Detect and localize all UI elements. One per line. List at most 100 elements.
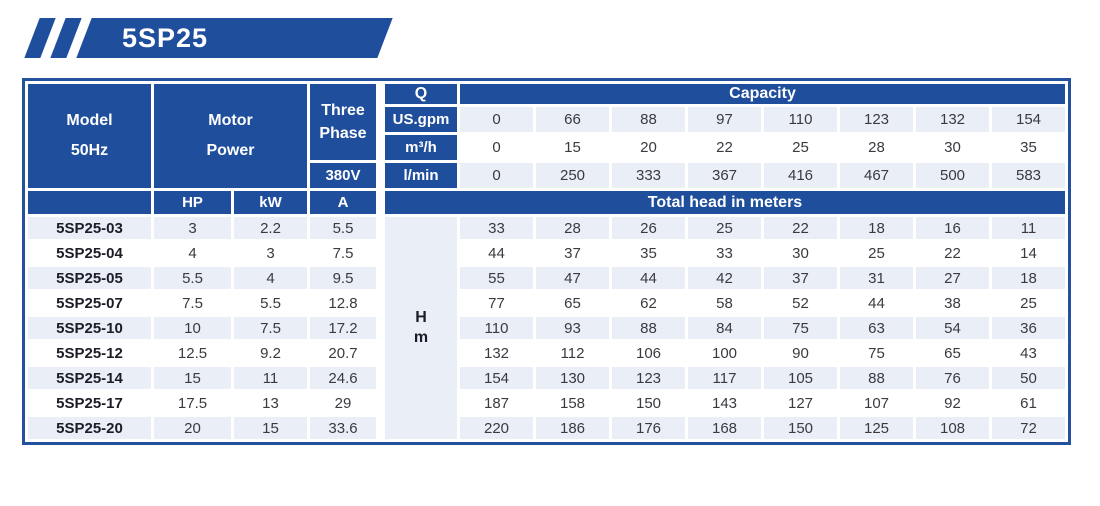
hp-cell: 12.5: [151, 339, 234, 367]
head-value-cell: 92: [913, 389, 992, 417]
unit-us-gpm: US.gpm: [376, 104, 460, 135]
model-cell: 5SP25-03: [25, 214, 154, 242]
kw-cell: 2.2: [231, 214, 310, 242]
header-amp: A: [307, 188, 382, 217]
model-cell: 5SP25-04: [25, 239, 154, 267]
table-row: 5SP25-17 17.5 13 29 187 158 150 143 127 107 92 61: [25, 389, 1068, 417]
header-model: Model 50Hz: [25, 81, 154, 191]
amp-cell: 20.7: [307, 339, 382, 367]
head-value-cell: 36: [989, 314, 1068, 342]
head-value-cell: 84: [685, 314, 764, 342]
head-value-cell: 100: [685, 339, 764, 367]
head-value-cell: 77: [457, 289, 536, 317]
head-value-cell: 127: [761, 389, 840, 417]
hp-cell: 7.5: [151, 289, 234, 317]
hp-cell: 5.5: [151, 264, 234, 292]
head-value-cell: 158: [533, 389, 612, 417]
amp-cell: 7.5: [307, 239, 382, 267]
capacity-value-cell: 154: [989, 104, 1068, 135]
kw-cell: 13: [231, 389, 310, 417]
head-value-cell: 186: [533, 414, 612, 442]
head-value-cell: 130: [533, 364, 612, 392]
head-value-cell: 123: [609, 364, 688, 392]
head-value-cell: 31: [837, 264, 916, 292]
head-value-cell: 88: [609, 314, 688, 342]
kw-cell: 15: [231, 414, 310, 442]
head-value-cell: 63: [837, 314, 916, 342]
kw-cell: 9.2: [231, 339, 310, 367]
head-value-cell: 176: [609, 414, 688, 442]
spec-table: Model 50Hz Motor Power Three Phase Q Cap…: [22, 78, 1071, 445]
head-value-cell: 11: [989, 214, 1068, 242]
head-value-cell: 220: [457, 414, 536, 442]
capacity-value-cell: 0: [457, 132, 536, 163]
model-cell: 5SP25-05: [25, 264, 154, 292]
hp-cell: 3: [151, 214, 234, 242]
subheader-empty: [25, 188, 154, 217]
unit-m3h: m³/h: [376, 132, 460, 163]
head-value-cell: 150: [761, 414, 840, 442]
head-value-cell: 38: [913, 289, 992, 317]
head-value-cell: 93: [533, 314, 612, 342]
capacity-value-cell: 367: [685, 160, 764, 191]
header-capacity: Capacity: [457, 81, 1068, 107]
head-value-cell: 52: [761, 289, 840, 317]
head-value-cell: 107: [837, 389, 916, 417]
head-value-cell: 88: [837, 364, 916, 392]
kw-cell: 5.5: [231, 289, 310, 317]
head-value-cell: 18: [837, 214, 916, 242]
kw-cell: 3: [231, 239, 310, 267]
page-title: 5SP25: [122, 23, 209, 53]
head-value-cell: 14: [989, 239, 1068, 267]
head-value-cell: 62: [609, 289, 688, 317]
head-value-cell: 143: [685, 389, 764, 417]
capacity-value-cell: 0: [457, 104, 536, 135]
head-value-cell: 90: [761, 339, 840, 367]
head-value-cell: 187: [457, 389, 536, 417]
kw-cell: 7.5: [231, 314, 310, 342]
head-value-cell: 58: [685, 289, 764, 317]
badge-stripe-icon: [50, 18, 82, 58]
amp-cell: 24.6: [307, 364, 382, 392]
model-cell: 5SP25-17: [25, 389, 154, 417]
capacity-value-cell: 250: [533, 160, 612, 191]
head-value-cell: 50: [989, 364, 1068, 392]
capacity-value-cell: 500: [913, 160, 992, 191]
head-value-cell: 35: [609, 239, 688, 267]
head-value-cell: 25: [837, 239, 916, 267]
capacity-value-cell: 132: [913, 104, 992, 135]
hp-cell: 20: [151, 414, 234, 442]
header-motor-power: Motor Power: [151, 81, 310, 191]
head-value-cell: 112: [533, 339, 612, 367]
capacity-value-cell: 28: [837, 132, 916, 163]
head-value-cell: 47: [533, 264, 612, 292]
head-value-cell: 37: [533, 239, 612, 267]
hp-cell: 10: [151, 314, 234, 342]
capacity-value-cell: 88: [609, 104, 688, 135]
head-value-cell: 105: [761, 364, 840, 392]
head-value-cell: 33: [457, 214, 536, 242]
head-value-cell: 25: [685, 214, 764, 242]
capacity-value-cell: 22: [685, 132, 764, 163]
capacity-value-cell: 583: [989, 160, 1068, 191]
capacity-value-cell: 15: [533, 132, 612, 163]
head-value-cell: 26: [609, 214, 688, 242]
head-value-cell: 125: [837, 414, 916, 442]
capacity-value-cell: 467: [837, 160, 916, 191]
hp-cell: 4: [151, 239, 234, 267]
hp-cell: 15: [151, 364, 234, 392]
head-value-cell: 44: [457, 239, 536, 267]
capacity-value-cell: 20: [609, 132, 688, 163]
head-value-cell: 154: [457, 364, 536, 392]
header-kw: kW: [231, 188, 310, 217]
head-value-cell: 18: [989, 264, 1068, 292]
table-row: 5SP25-07 7.5 5.5 12.8 77 65 62 58 52 44 38 25: [25, 289, 1068, 317]
header-voltage: 380V: [307, 160, 382, 191]
model-cell: 5SP25-14: [25, 364, 154, 392]
head-value-cell: 42: [685, 264, 764, 292]
capacity-value-cell: 123: [837, 104, 916, 135]
model-cell: 5SP25-20: [25, 414, 154, 442]
amp-cell: 33.6: [307, 414, 382, 442]
